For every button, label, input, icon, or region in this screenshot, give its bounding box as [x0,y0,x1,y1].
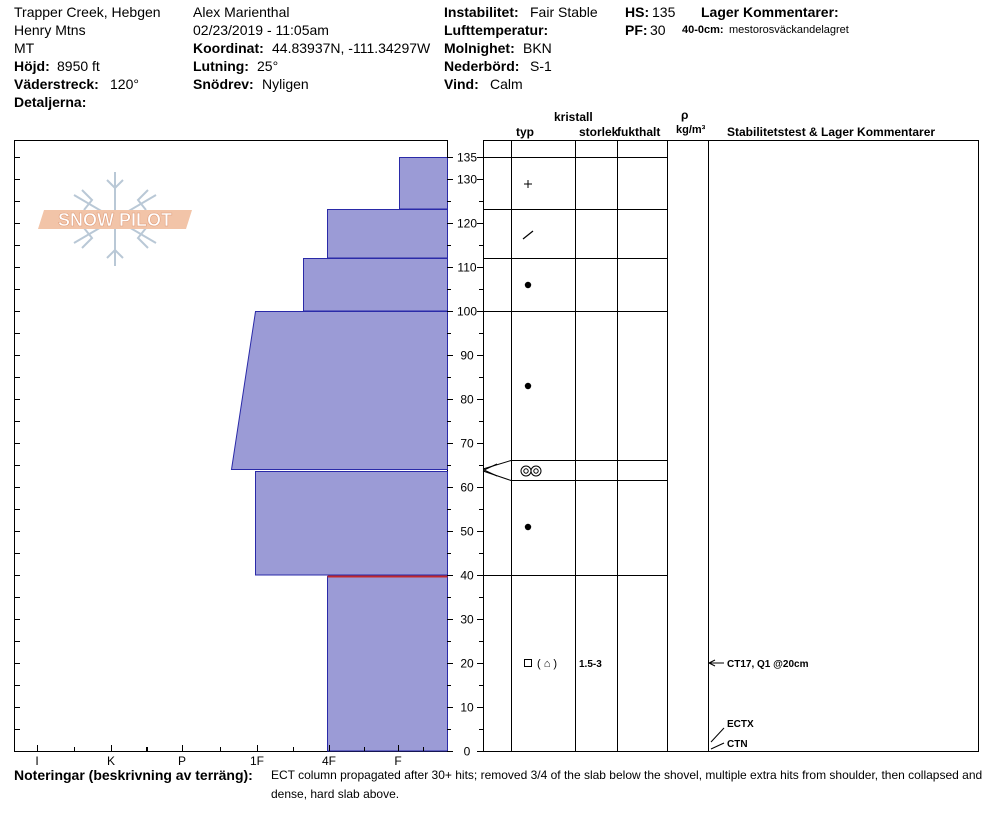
depth-label: 0 [464,745,471,759]
test-arrow-ct17 [707,659,716,667]
hardness-label: I [35,754,38,768]
notes-label: Noteringar (beskrivning av terräng): [14,767,253,783]
layer-comment-text: mestorosväckandelagret [729,24,849,36]
layer-boundaries [482,157,667,576]
dot-icon [524,382,532,390]
depth-label: 10 [460,701,474,715]
logo-banner [38,210,192,229]
stability-label: Instabilitet: [444,4,519,20]
wind-label: Vind: [444,76,479,92]
density-unit-header: kg/m³ [676,124,706,136]
depth-label: 20 [460,657,474,671]
location-line2: Henry Mtns [14,22,86,38]
hardness-label: 1F [250,754,264,768]
pf-label: PF: [625,22,648,38]
layer-comment-depth: 40-0cm: [682,24,724,36]
notes-line2: dense, hard slab above. [271,787,400,801]
sky-label: Molnighet: [444,40,515,56]
tests-header: Stabilitetstest & Lager Kommentarer [727,125,936,139]
dot-icon [524,281,532,289]
size-header: storlek [579,125,619,139]
depth-label: 90 [460,349,474,363]
hardness-layer-123-112 [327,209,448,259]
precip-label: Nederbörd: [444,58,520,74]
rho-header: ρ [681,108,689,122]
logo-text: SNOW PILOT [58,210,172,230]
faceted-paren-icon: ( ⌂ ) [537,658,557,670]
precip-value: S-1 [530,58,552,74]
depth-label: 100 [457,305,477,319]
hardness-left-ticks [14,157,20,730]
moisture-header: fukthalt [617,125,661,139]
depth-label: 70 [460,437,474,451]
hardness-label: 4F [322,754,336,768]
stability-value: Fair Stable [530,4,598,20]
details-label: Detaljerna: [14,94,87,110]
slope-value: 25° [257,58,279,74]
slope-label: Lutning: [193,58,249,74]
hardness-label: P [178,754,186,768]
grain-symbols: ( ⌂ ) [520,180,557,670]
hardness-layer-64-40 [255,471,448,576]
depth-label: 130 [457,173,477,187]
layer-comments-title: Lager Kommentarer: [701,4,839,20]
sky-value: BKN [523,40,552,56]
hs-value: 135 [652,4,676,20]
coord-label: Koordinat: [193,40,264,56]
depth-label: 135 [457,151,477,165]
test-ct17: CT17, Q1 @20cm [727,659,809,670]
layer-size-value: 1.5-3 [579,659,602,670]
slash-icon [522,230,534,240]
depth-label: 60 [460,481,474,495]
test-ctn: CTN [727,739,748,750]
square-icon [524,659,532,667]
profile-table-frame [483,140,979,752]
depth-label: 80 [460,393,474,407]
drift-value: Nyligen [262,76,309,92]
depth-scale: 0 10 20 30 40 50 60 70 80 90 100 110 120 130 135 [447,151,483,759]
hardness-layer-40-0 [327,576,448,752]
pf-value: 30 [650,22,666,38]
depth-label: 30 [460,613,474,627]
test-pointer-ectx [710,727,725,743]
plus-icon [524,180,532,188]
coord-value: 44.83937N, -111.34297W [272,40,431,56]
hardness-label: F [394,754,401,768]
elevation-value: 8950 ft [57,58,100,74]
aspect-value: 120° [110,76,139,92]
datetime: 02/23/2019 - 11:05am [193,22,329,38]
hardness-scale-labels: I K P 1F 4F F [35,754,401,768]
drift-label: Snödrev: [193,76,254,92]
hardness-bottom-ticks [37,745,424,751]
test-ectx: ECTX [727,719,754,730]
double-ring-icon [520,465,542,477]
test-pointer-ctn [710,742,725,750]
hardness-layer-112-100 [303,258,448,312]
wind-value: Calm [490,76,523,92]
observer: Alex Marienthal [193,4,290,20]
crystal-header: kristall [554,110,593,124]
type-header: typ [516,125,534,139]
stability-tests: CT17, Q1 @20cm ECTX CTN [707,659,809,750]
aspect-label: Väderstreck: [14,76,99,92]
hardness-layer-135-123 [399,157,448,210]
hs-label: HS: [625,4,650,20]
depth-label: 110 [457,261,476,275]
dot-icon [524,523,532,531]
airtemp-label: Lufttemperatur: [444,22,549,38]
hardness-layers [230,157,448,752]
snowpilot-logo: SNOW PILOT [38,172,192,266]
depth-label: 50 [460,525,474,539]
thin-layer-arrow [482,463,498,477]
depth-label: 120 [457,217,477,231]
hardness-label: K [107,754,115,768]
hardness-layer-100-64 [230,311,448,470]
notes-line1: ECT column propagated after 30+ hits; re… [271,768,983,782]
location-line1: Trapper Creek, Hebgen [14,4,161,20]
elevation-label: Höjd: [14,58,50,74]
location-line3: MT [14,40,35,56]
depth-label: 40 [460,569,474,583]
